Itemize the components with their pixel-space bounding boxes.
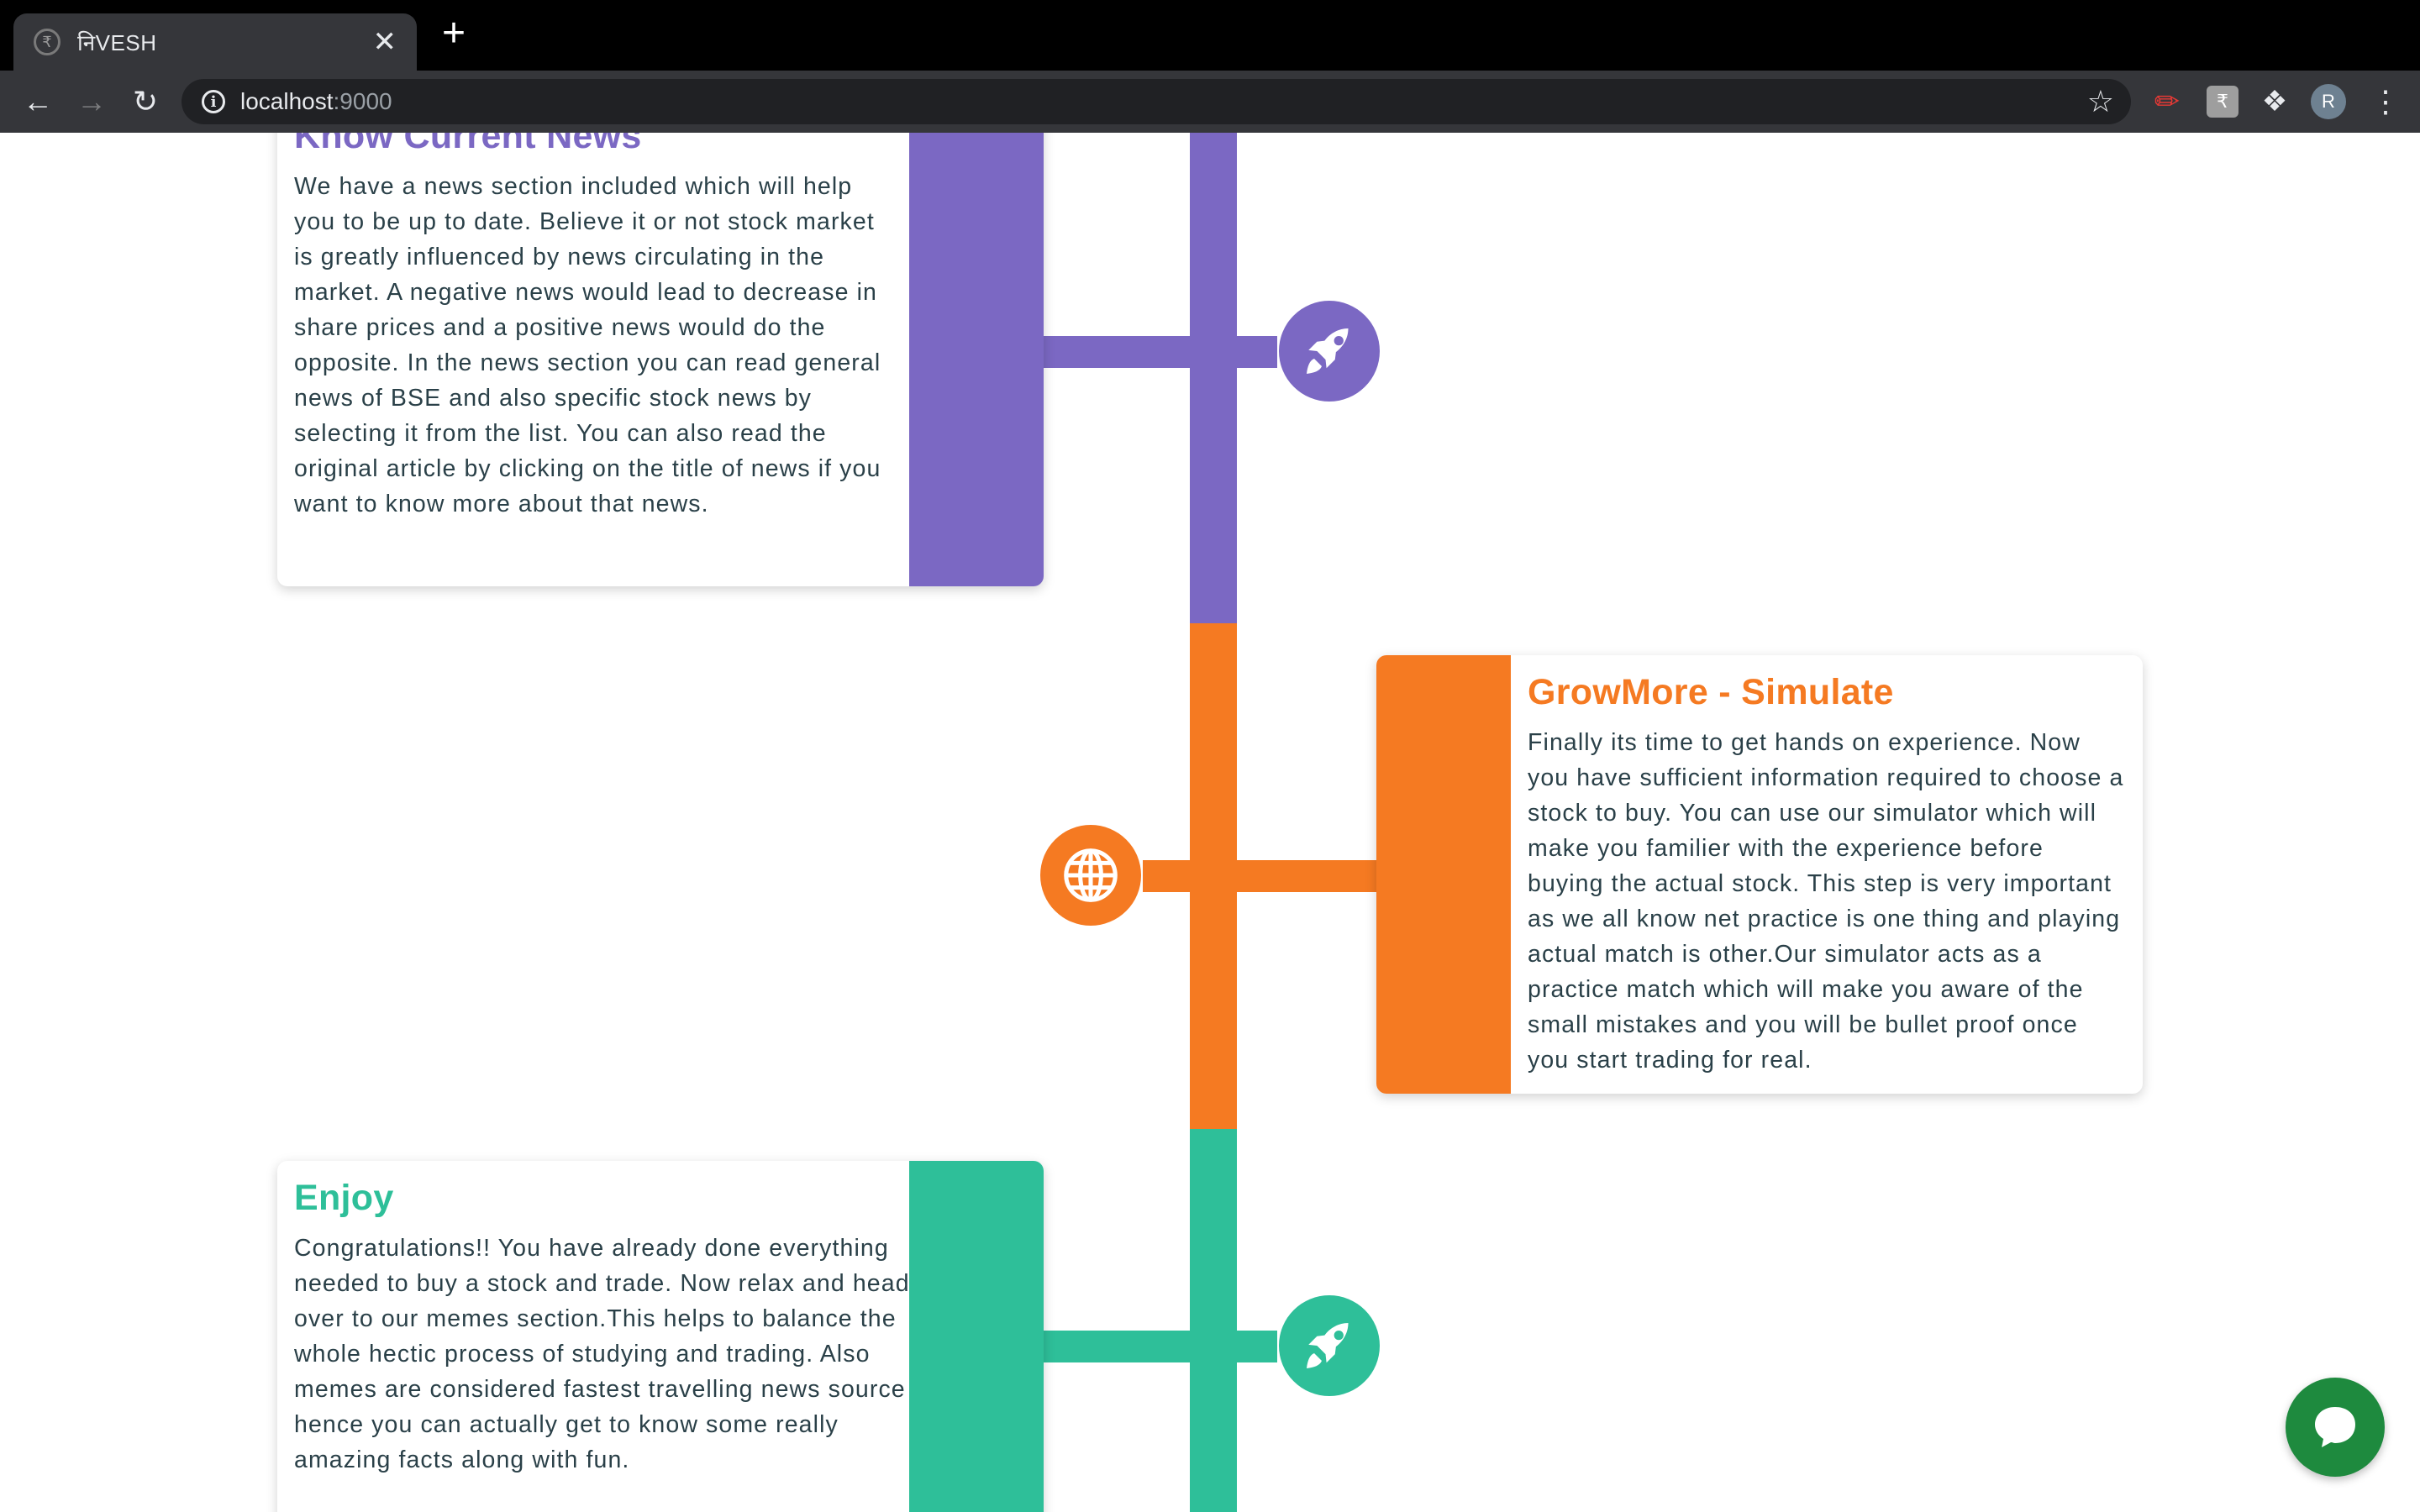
pen-extension-icon[interactable]: ✏ — [2154, 84, 2181, 118]
new-tab-button[interactable]: + — [441, 11, 466, 55]
profile-avatar[interactable]: R — [2311, 84, 2346, 119]
browser-toolbar: ← → ↻ i localhost:9000 ☆ ✏ ₹ ❖ R ⋮ — [0, 71, 2420, 133]
step-card-simulate: GrowMore - Simulate Finally its time to … — [1376, 655, 2143, 1094]
card-body: GrowMore - Simulate Finally its time to … — [1528, 655, 2124, 1078]
card-body: Know Current News We have a news section… — [294, 133, 899, 522]
step-description: We have a news section included which wi… — [294, 173, 881, 517]
step-card-news: Know Current News We have a news section… — [277, 133, 1044, 586]
rocket-icon — [1307, 1323, 1349, 1368]
chat-launcher-button[interactable] — [2286, 1378, 2385, 1477]
timeline-segment-enjoy — [1190, 1129, 1237, 1512]
step-title: Know Current News — [294, 133, 642, 156]
puzzle-extensions-icon[interactable]: ❖ — [2261, 86, 2288, 118]
step-title: GrowMore - Simulate — [1528, 672, 1894, 712]
globe-icon — [1064, 848, 1118, 902]
timeline-segment-news — [1190, 133, 1237, 623]
step-node-news — [1279, 301, 1380, 402]
step-node-enjoy — [1279, 1295, 1380, 1396]
connector-enjoy — [1025, 1331, 1277, 1362]
forward-arrow-icon[interactable]: → — [76, 84, 107, 118]
step-card-enjoy: Enjoy Congratulations!! You have already… — [277, 1161, 1044, 1512]
bookmark-star-icon[interactable]: ☆ — [2086, 84, 2114, 118]
url-port: :9000 — [333, 88, 392, 114]
tab-strip: ₹ निVESH ✕ + — [0, 0, 2420, 71]
page-viewport: Know Current News We have a news section… — [0, 133, 2420, 1512]
connector-simulate — [1143, 860, 1395, 892]
card-accent-band — [909, 133, 1044, 586]
step-description: Congratulations!! You have already done … — [294, 1235, 910, 1473]
card-accent-band — [1376, 655, 1511, 1094]
step-description: Finally its time to get hands on experie… — [1528, 729, 2124, 1074]
step-node-simulate — [1040, 825, 1141, 926]
connector-news — [1025, 336, 1277, 368]
address-bar[interactable]: i localhost:9000 ☆ — [182, 79, 2131, 124]
menu-dots-icon[interactable]: ⋮ — [2370, 84, 2401, 118]
reload-icon[interactable]: ↻ — [132, 84, 159, 118]
rocket-icon — [1307, 328, 1349, 374]
card-body: Enjoy Congratulations!! You have already… — [294, 1161, 916, 1478]
info-icon[interactable]: i — [202, 90, 225, 113]
url-host: localhost — [240, 88, 334, 114]
tab-title: निVESH — [77, 30, 157, 55]
close-tab-icon[interactable]: ✕ — [372, 26, 397, 58]
step-title: Enjoy — [294, 1178, 394, 1218]
back-arrow-icon[interactable]: ← — [23, 84, 53, 118]
card-accent-band — [909, 1161, 1044, 1512]
browser-tab[interactable]: ₹ निVESH ✕ — [13, 13, 417, 71]
extension-icon[interactable]: ₹ — [2207, 86, 2238, 118]
chat-icon — [2315, 1407, 2355, 1447]
rupee-favicon-icon: ₹ — [34, 29, 60, 55]
